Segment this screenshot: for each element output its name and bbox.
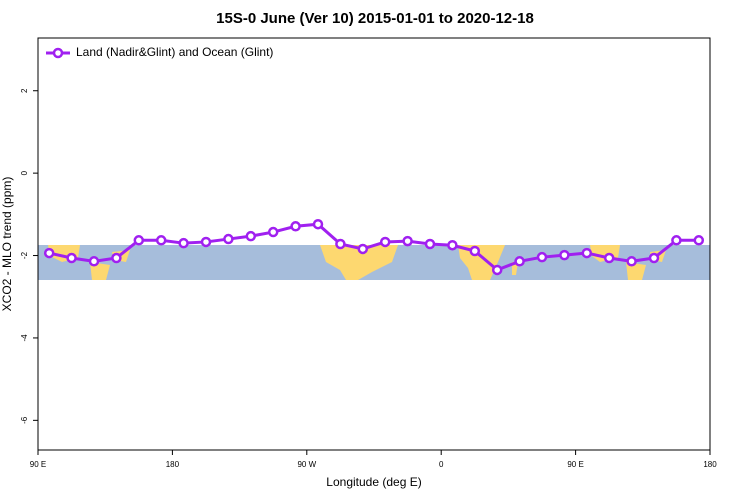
point bbox=[133, 235, 145, 246]
x-tick-label: 180 bbox=[166, 460, 180, 469]
x-tick-label: 180 bbox=[703, 460, 717, 469]
x-tick-label: 90 E bbox=[567, 460, 583, 469]
point bbox=[469, 245, 481, 257]
point bbox=[671, 235, 682, 246]
point bbox=[66, 252, 77, 264]
point bbox=[88, 256, 100, 267]
legend-item: Land (Nadir&Glint) and Ocean (Glint) bbox=[46, 45, 273, 59]
point bbox=[200, 236, 212, 248]
x-tick-label: 0 bbox=[439, 460, 444, 469]
point bbox=[267, 226, 279, 238]
point bbox=[357, 243, 369, 255]
chart-title: 15S-0 June (Ver 10) 2015-01-01 to 2020-1… bbox=[216, 10, 534, 27]
point bbox=[559, 249, 570, 261]
point bbox=[290, 221, 301, 232]
point bbox=[178, 237, 189, 249]
point bbox=[648, 252, 660, 264]
point bbox=[43, 247, 55, 259]
y-tick-label: -2 bbox=[20, 251, 29, 259]
point bbox=[626, 256, 637, 267]
plot-frame bbox=[37, 37, 711, 451]
point bbox=[379, 236, 391, 248]
point bbox=[245, 230, 257, 242]
point bbox=[447, 239, 458, 251]
point bbox=[155, 235, 167, 246]
x-axis-label: Longitude (deg E) bbox=[326, 475, 421, 489]
point bbox=[223, 233, 234, 245]
point bbox=[312, 218, 324, 230]
y-tick-label: 2 bbox=[20, 88, 29, 93]
y-tick-label: -4 bbox=[20, 334, 29, 342]
point bbox=[693, 235, 705, 246]
y-tick-label: 0 bbox=[20, 170, 29, 175]
land bbox=[320, 245, 398, 280]
point bbox=[581, 247, 593, 259]
point bbox=[536, 251, 548, 263]
y-tick-label: -6 bbox=[20, 416, 29, 424]
point bbox=[402, 235, 413, 247]
point bbox=[514, 256, 525, 267]
legend-marker bbox=[52, 47, 64, 59]
point bbox=[335, 238, 346, 250]
point bbox=[603, 252, 615, 264]
x-tick-label: 90 E bbox=[30, 460, 46, 469]
legend-label: Land (Nadir&Glint) and Ocean (Glint) bbox=[76, 45, 273, 59]
point bbox=[424, 238, 436, 250]
land bbox=[48, 245, 130, 280]
point bbox=[491, 264, 503, 276]
y-axis-label: XCO2 - MLO trend (ppm) bbox=[0, 177, 14, 312]
x-tick-label: 90 W bbox=[297, 460, 316, 469]
point bbox=[111, 252, 122, 264]
